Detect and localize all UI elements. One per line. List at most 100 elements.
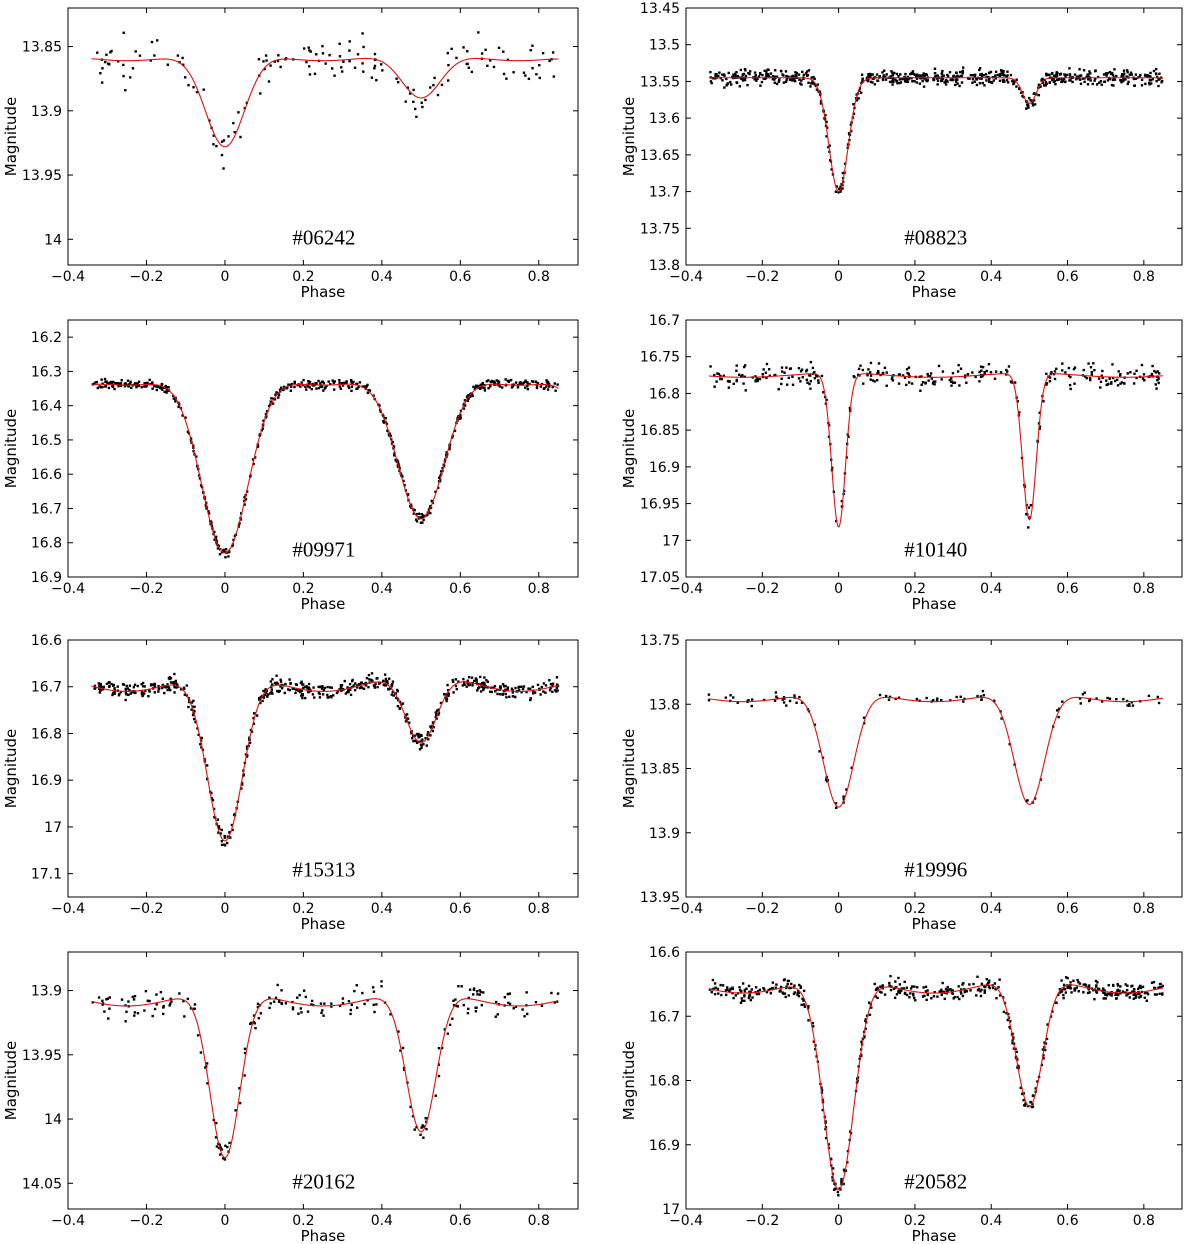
x-tick-label: −0.2 xyxy=(745,901,779,917)
data-point xyxy=(989,70,993,74)
data-point xyxy=(1154,67,1158,71)
data-point xyxy=(1128,73,1132,77)
data-point xyxy=(721,79,724,82)
data-point xyxy=(830,168,833,171)
data-point xyxy=(527,687,530,690)
data-point xyxy=(1133,992,1137,995)
data-point xyxy=(200,746,203,749)
data-point xyxy=(960,988,963,991)
data-point xyxy=(898,373,902,376)
data-point xyxy=(782,81,786,84)
data-point xyxy=(429,511,432,515)
data-point xyxy=(980,982,984,986)
data-point xyxy=(1090,370,1094,374)
data-point xyxy=(555,690,558,693)
data-point xyxy=(825,398,828,402)
data-point xyxy=(957,75,960,79)
data-point xyxy=(409,503,413,506)
data-point xyxy=(102,685,106,689)
data-point xyxy=(108,680,111,684)
data-point xyxy=(321,44,324,48)
data-point xyxy=(448,1023,452,1027)
data-point xyxy=(1003,74,1006,77)
x-axis-label: Phase xyxy=(912,595,957,613)
data-point xyxy=(1015,78,1018,81)
data-point xyxy=(1065,73,1068,77)
data-point xyxy=(1048,376,1052,379)
data-point xyxy=(163,691,166,695)
data-point xyxy=(800,368,804,371)
data-point xyxy=(978,67,982,70)
data-point xyxy=(1108,70,1112,74)
data-point xyxy=(349,693,353,697)
data-point xyxy=(348,40,351,43)
data-point xyxy=(149,59,152,62)
data-point xyxy=(742,382,745,385)
data-point xyxy=(492,65,496,69)
data-point xyxy=(172,681,176,684)
data-point xyxy=(1114,997,1118,1000)
data-point xyxy=(228,830,231,834)
data-point xyxy=(798,695,801,699)
data-point xyxy=(1126,704,1129,707)
data-point xyxy=(993,377,997,380)
data-point xyxy=(472,679,476,683)
data-point xyxy=(531,692,535,695)
y-axis-label: Magnitude xyxy=(2,97,20,176)
data-point xyxy=(268,404,271,408)
x-tick-label: −0.2 xyxy=(129,581,163,597)
data-point xyxy=(952,74,956,78)
data-point xyxy=(756,989,760,993)
data-point xyxy=(205,777,209,781)
data-point xyxy=(981,81,984,85)
data-point xyxy=(403,483,406,487)
data-point xyxy=(1013,381,1017,384)
data-point xyxy=(282,388,285,391)
data-point xyxy=(194,720,197,724)
data-point xyxy=(795,701,798,704)
data-point xyxy=(296,688,299,692)
data-point xyxy=(363,385,367,388)
data-point xyxy=(1050,78,1054,82)
data-point xyxy=(959,70,962,74)
data-point xyxy=(122,31,125,34)
data-point xyxy=(922,77,926,80)
y-tick-label: 16.4 xyxy=(31,399,62,415)
data-point xyxy=(765,70,768,73)
y-tick-label: 16.9 xyxy=(649,460,680,476)
data-point xyxy=(437,708,440,711)
data-point xyxy=(1094,979,1098,983)
data-point xyxy=(227,135,230,138)
data-point xyxy=(820,1088,824,1092)
data-point xyxy=(953,995,956,999)
data-point xyxy=(232,538,235,542)
data-point xyxy=(1040,1063,1044,1067)
data-point xyxy=(893,71,896,75)
data-point xyxy=(508,379,511,383)
data-point xyxy=(105,53,108,56)
data-point xyxy=(1140,84,1144,87)
data-point xyxy=(542,682,546,685)
data-point xyxy=(153,54,156,57)
data-point xyxy=(101,999,104,1003)
data-point xyxy=(798,78,801,81)
data-point xyxy=(708,988,712,991)
data-point xyxy=(422,518,425,521)
data-point xyxy=(914,999,917,1002)
data-point xyxy=(1052,80,1056,84)
data-point xyxy=(300,1011,303,1014)
data-point xyxy=(213,538,216,541)
data-point xyxy=(840,1177,843,1181)
data-point xyxy=(182,999,185,1003)
data-point xyxy=(968,983,971,986)
data-point xyxy=(876,996,879,1000)
data-point xyxy=(945,992,948,995)
data-point xyxy=(1022,1099,1025,1102)
data-point xyxy=(825,120,828,124)
data-point xyxy=(544,691,547,694)
data-point xyxy=(238,1101,242,1105)
data-point xyxy=(722,73,726,76)
data-point xyxy=(269,680,273,683)
data-point xyxy=(1055,709,1059,712)
data-point xyxy=(1011,1042,1014,1045)
